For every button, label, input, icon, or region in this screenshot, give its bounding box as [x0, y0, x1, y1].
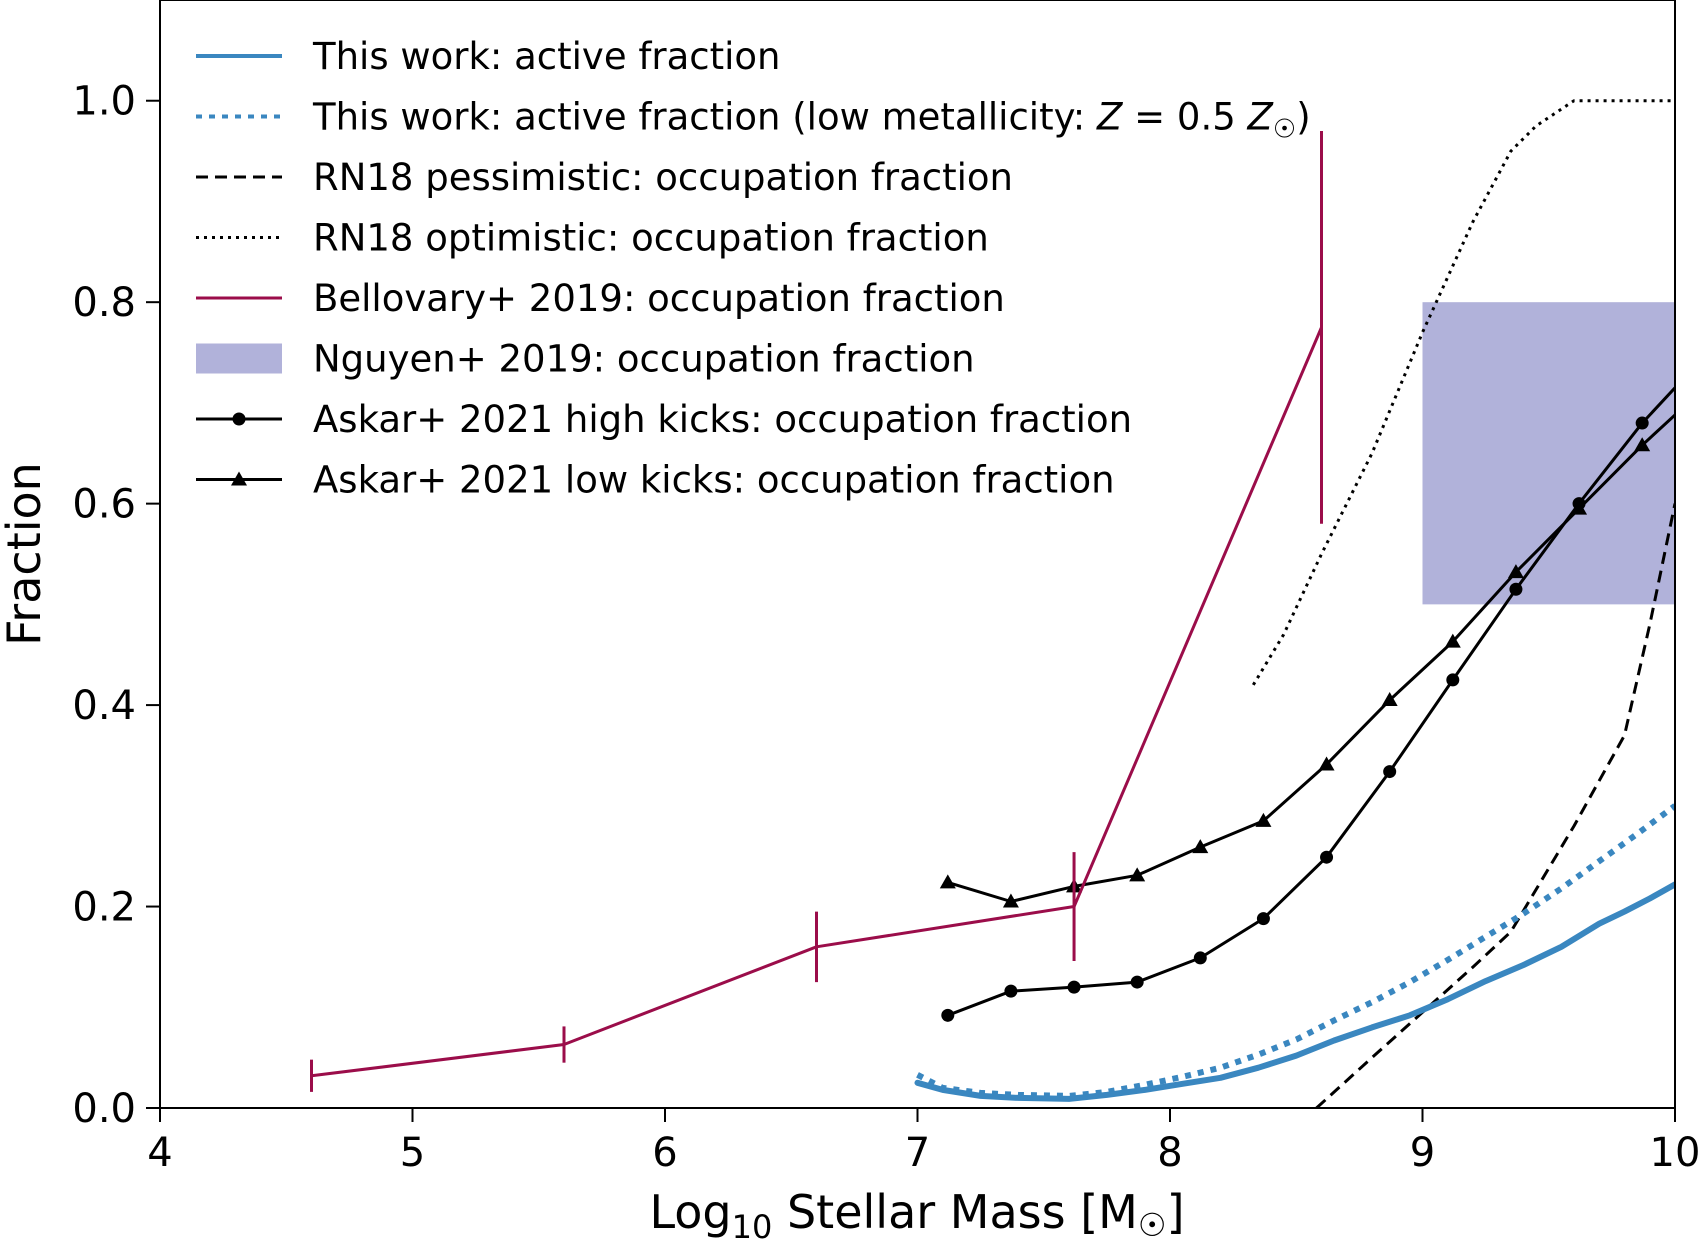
x-axis-title-main: Log	[649, 1185, 731, 1239]
series-7-marker-4	[1192, 839, 1209, 854]
x-axis-title-close: ]	[1167, 1185, 1185, 1239]
series-2-line	[1315, 503, 1675, 1108]
series-6-marker-6	[1320, 850, 1334, 864]
legend-label-5: Nguyen+ 2019: occupation fraction	[313, 338, 975, 381]
series-7-marker-7	[1381, 692, 1398, 707]
legend-label-4: Bellovary+ 2019: occupation fraction	[313, 277, 1005, 320]
legend-label-1-var-z-sun: Z	[1247, 96, 1275, 139]
x-tick-label-4: 8	[1157, 1130, 1182, 1176]
x-axis-title-subscript: 10	[732, 1208, 773, 1246]
legend-label-6: Askar+ 2021 high kicks: occupation fract…	[313, 398, 1132, 441]
series-0-line	[914, 881, 1675, 1102]
y-tick-label-0: 0.0	[72, 1086, 136, 1132]
x-tick-label-6: 10	[1650, 1130, 1700, 1176]
series-3-line	[1252, 99, 1675, 686]
y-tick-label-5: 1.0	[72, 79, 136, 125]
series-7-marker-1	[1002, 893, 1019, 908]
series-1-line	[916, 803, 1675, 1099]
x-axis-title: Log10 Stellar Mass [M☉]	[649, 1185, 1184, 1246]
series-6-marker-4	[1193, 951, 1207, 965]
x-tick-label-5: 9	[1410, 1130, 1435, 1176]
x-tick-label-3: 7	[905, 1130, 930, 1176]
legend: This work: active fraction This work: act…	[196, 35, 1311, 502]
series-7-marker-11	[1634, 437, 1651, 452]
legend-label-1-text: This work: active fraction (low metallic…	[312, 96, 1097, 139]
series-6-marker-3	[1130, 975, 1144, 989]
legend-label-1-close: )	[1296, 96, 1310, 139]
y-tick-label-4: 0.8	[72, 280, 136, 326]
y-axis-title: Fraction	[0, 462, 51, 646]
x-axis-title-rest: Stellar Mass [M	[772, 1185, 1138, 1239]
plot-area	[310, 99, 1675, 1108]
x-tick-label-0: 4	[147, 1130, 172, 1176]
axes: 4 5 6 7 8 9 10 0.0 0.2 0.4 0.6 0.8 1.0	[72, 79, 1700, 1176]
legend-label-0: This work: active fraction	[312, 35, 781, 78]
series-6-marker-8	[1446, 673, 1460, 687]
legend-label-1: This work: active fraction (low metallic…	[312, 96, 1311, 145]
series-7-marker-6	[1318, 756, 1335, 771]
series-6-marker-2	[1067, 980, 1081, 994]
y-tick-label-3: 0.6	[72, 482, 136, 528]
series-6-marker-5	[1256, 912, 1270, 926]
x-axis-title-sun-symbol: ☉	[1138, 1206, 1167, 1244]
series-6-marker-7	[1383, 765, 1397, 779]
legend-marker-7	[231, 471, 247, 486]
series-5-band	[1422, 302, 1675, 605]
series-7-marker-3	[1129, 867, 1146, 882]
legend-label-1-sun-symbol: ☉	[1273, 115, 1296, 145]
series-7-marker-5	[1255, 812, 1272, 827]
series-6-marker-11	[1635, 416, 1649, 430]
legend-label-1-var-z: Z	[1096, 96, 1124, 139]
series-7-marker-0	[939, 874, 956, 889]
series-6-marker-9	[1509, 582, 1523, 596]
x-tick-label-2: 6	[652, 1130, 677, 1176]
legend-marker-6	[232, 412, 246, 426]
y-tick-label-1: 0.2	[72, 885, 136, 931]
series-7-marker-9	[1507, 564, 1524, 579]
legend-label-2: RN18 pessimistic: occupation fraction	[313, 156, 1013, 199]
legend-swatch-5	[196, 343, 282, 374]
series-7-marker-8	[1444, 633, 1461, 648]
legend-label-1-equals: = 0.5	[1122, 96, 1247, 139]
y-tick-label-2: 0.4	[72, 683, 136, 729]
series-7-marker-10	[1571, 500, 1588, 515]
legend-label-7: Askar+ 2021 low kicks: occupation fracti…	[313, 459, 1115, 502]
series-group	[310, 99, 1675, 1108]
legend-label-3: RN18 optimistic: occupation fraction	[313, 217, 989, 260]
x-tick-label-1: 5	[400, 1130, 425, 1176]
series-6-marker-0	[941, 1008, 955, 1022]
series-6-marker-1	[1004, 984, 1018, 998]
